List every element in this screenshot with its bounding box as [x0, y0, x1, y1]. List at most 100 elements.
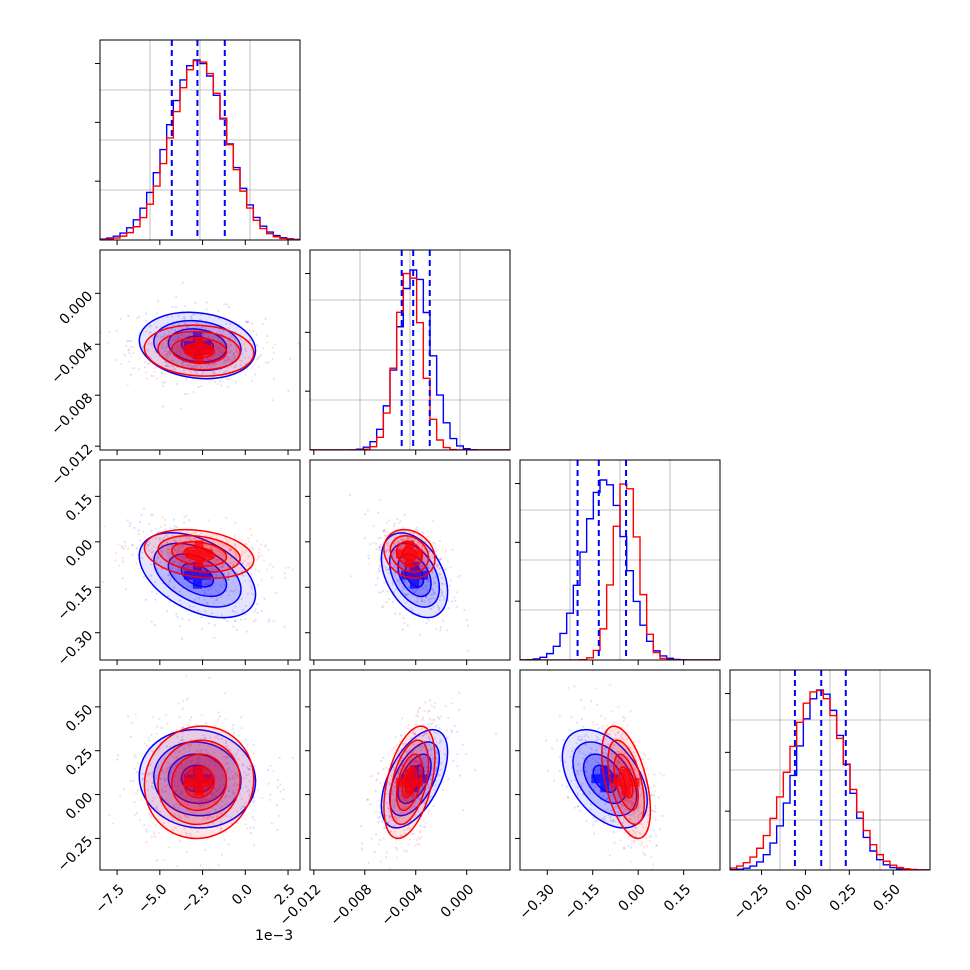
scatter-point [395, 856, 398, 859]
scatter-point [576, 794, 580, 797]
x-tick-label: −0.25 [731, 881, 773, 923]
scatter-point [221, 342, 224, 345]
scatter-point [399, 740, 402, 743]
scatter-point [185, 566, 188, 569]
scatter-point [217, 864, 220, 867]
scatter-point [245, 320, 248, 323]
scatter-point [632, 812, 635, 816]
scatter-point [412, 760, 415, 763]
scatter-point [156, 335, 159, 338]
scatter-point [164, 528, 167, 531]
scatter-point [250, 587, 253, 590]
scatter-point [252, 843, 256, 847]
scatter-point [150, 343, 154, 347]
scatter-point [650, 809, 654, 812]
scatter-point [623, 717, 627, 720]
scatter-point [177, 349, 180, 352]
scatter-point [216, 789, 219, 792]
scatter-point [166, 535, 169, 539]
scatter-point [652, 863, 655, 866]
scatter-point [239, 344, 242, 347]
scatter-point [386, 802, 389, 805]
scatter-point [209, 378, 212, 381]
scatter-point [422, 734, 425, 737]
scatter-point [441, 781, 445, 784]
scatter-point [378, 816, 381, 819]
scatter-point [213, 636, 216, 639]
scatter-point [421, 545, 424, 548]
scatter-point [364, 513, 367, 516]
scatter-point [220, 377, 223, 380]
scatter-point [414, 605, 417, 608]
scatter-point [264, 317, 267, 320]
scatter-point [227, 366, 230, 369]
scatter-point [429, 699, 432, 702]
scatter-point [402, 592, 405, 595]
scatter-point [218, 316, 221, 319]
scatter-point [186, 585, 189, 588]
scatter-point [404, 742, 408, 745]
core-pixel [419, 774, 428, 784]
scatter-point [417, 529, 420, 532]
scatter-point [208, 677, 211, 680]
scatter-point [209, 580, 212, 583]
scatter-point [637, 816, 640, 819]
scatter-point [617, 751, 620, 754]
scatter-point [418, 762, 421, 765]
scatter-point [190, 766, 193, 769]
scatter-point [212, 760, 215, 763]
scatter-point [256, 603, 259, 606]
scatter-point [431, 588, 434, 591]
scatter-point [437, 608, 441, 612]
scatter-point [219, 792, 222, 795]
scatter-point [251, 592, 254, 595]
scatter-point [232, 356, 235, 359]
scatter-point [606, 797, 609, 800]
scatter-point [174, 306, 177, 309]
scatter-point [410, 763, 413, 766]
scatter-point [189, 834, 192, 837]
scatter-point [432, 589, 435, 592]
scatter-point [180, 407, 183, 410]
scatter-point [226, 772, 230, 775]
scatter-point [424, 756, 427, 759]
scatter-point [249, 349, 253, 352]
scatter-point [188, 363, 192, 366]
scatter-point [230, 556, 233, 560]
scatter-point [151, 514, 154, 517]
scatter-point [129, 340, 133, 343]
scatter-point [255, 358, 258, 361]
scatter-point [190, 827, 193, 830]
scatter-point [177, 344, 180, 347]
scatter-point [275, 591, 278, 594]
scatter-point [432, 605, 435, 608]
scatter-point [96, 533, 98, 535]
scatter-point [582, 756, 585, 760]
scatter-point [213, 334, 216, 337]
scatter-point [177, 814, 180, 817]
scatter-point [190, 764, 194, 767]
scatter-point [228, 778, 231, 781]
scatter-point [449, 566, 452, 569]
scatter-point [248, 561, 251, 564]
scatter-point [576, 769, 579, 773]
scatter-point [127, 715, 130, 718]
scatter-point [439, 573, 442, 576]
scatter-point [166, 551, 169, 554]
scatter-point [236, 773, 239, 776]
scatter-point [168, 353, 171, 356]
scatter-point [613, 737, 616, 741]
scatter-point [212, 540, 215, 543]
scatter-point [406, 812, 409, 815]
scatter-point [605, 753, 608, 756]
scatter-point [233, 793, 236, 797]
scatter-point [574, 779, 577, 782]
panel-frame [519, 459, 721, 661]
scatter-point [214, 346, 217, 349]
scatter-point [403, 767, 406, 770]
scatter-point [183, 770, 186, 773]
scatter-point [610, 769, 613, 772]
scatter-point [224, 796, 227, 799]
scatter-point [127, 349, 130, 352]
scatter-point [211, 336, 214, 339]
